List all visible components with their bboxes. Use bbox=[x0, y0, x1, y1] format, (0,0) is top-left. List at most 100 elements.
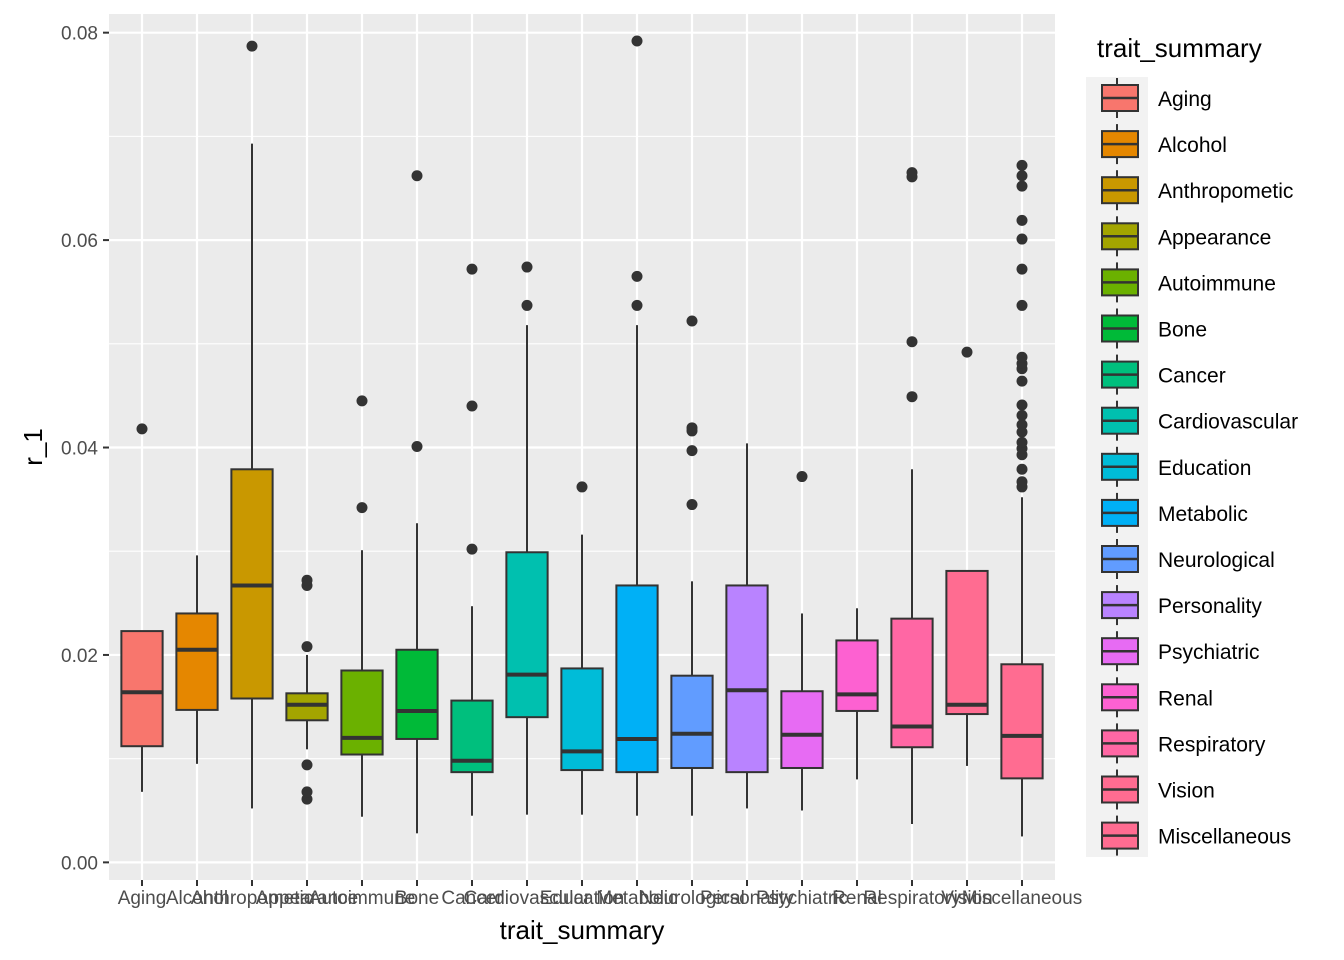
box-metabolic bbox=[615, 35, 659, 816]
box-body bbox=[285, 692, 329, 722]
outlier-point bbox=[521, 261, 533, 273]
outlier-point bbox=[1016, 409, 1028, 421]
box-appearance bbox=[285, 574, 329, 805]
legend-item-autoimmune: Autoimmune bbox=[1101, 262, 1276, 303]
outlier-point bbox=[1016, 351, 1028, 363]
outlier-point bbox=[1016, 399, 1028, 411]
outlier-point bbox=[1016, 419, 1028, 431]
outlier-point bbox=[906, 336, 918, 348]
outlier-point bbox=[631, 270, 643, 282]
box-vision bbox=[945, 346, 989, 766]
x-tick-label: Personality bbox=[700, 888, 794, 909]
outlier-point bbox=[466, 400, 478, 412]
box-respiratory bbox=[890, 167, 934, 824]
x-axis: Aging AlcoholAnthropometicAppearanceAutoi… bbox=[118, 880, 1082, 909]
x-tick-label: Cancer bbox=[441, 888, 503, 909]
legend-label: Psychiatric bbox=[1158, 641, 1260, 664]
box-cardiovascular bbox=[505, 261, 549, 815]
box-body bbox=[1000, 663, 1044, 780]
x-tick-label: Aging bbox=[118, 888, 167, 909]
box-cancer bbox=[450, 263, 494, 816]
box-body bbox=[175, 612, 219, 711]
outlier-point bbox=[796, 471, 808, 483]
x-tick-label: Anthropometic bbox=[191, 888, 314, 909]
box-body bbox=[395, 648, 439, 740]
y-tick-label: 0.06 bbox=[61, 231, 98, 252]
box-body bbox=[670, 674, 714, 769]
x-tick-label: Neurological bbox=[639, 888, 745, 909]
box-body bbox=[615, 584, 659, 774]
outlier-point bbox=[411, 440, 423, 452]
legend-label: Aging bbox=[1158, 88, 1212, 111]
legend-item-anthropometic: Anthropometic bbox=[1101, 170, 1293, 211]
x-tick-label: Renal bbox=[832, 888, 882, 909]
outlier-point bbox=[1016, 214, 1028, 226]
outlier-point bbox=[356, 502, 368, 514]
legend-label: Cardiovascular bbox=[1158, 411, 1298, 434]
legend-label: Bone bbox=[1158, 319, 1207, 342]
legend-item-education: Education bbox=[1101, 446, 1251, 487]
x-tick-label: Vision bbox=[941, 888, 992, 909]
legend-item-bone: Bone bbox=[1101, 308, 1207, 349]
legend: trait_summary Aging Alcohol Anthropometic A… bbox=[1086, 33, 1298, 857]
y-axis-title: r_1 bbox=[18, 428, 48, 466]
x-tick-label: Appearance bbox=[256, 888, 358, 909]
outlier-point bbox=[136, 423, 148, 435]
x-tick-label: Cardiovascular bbox=[464, 888, 591, 909]
outlier-point bbox=[1016, 263, 1028, 275]
y-tick-label: 0.02 bbox=[61, 646, 98, 667]
x-tick-label: Autoimmune bbox=[309, 888, 416, 909]
outlier-point bbox=[906, 167, 918, 179]
legend-item-alcohol: Alcohol bbox=[1101, 124, 1227, 165]
outlier-point bbox=[906, 391, 918, 403]
legend-label: Personality bbox=[1158, 595, 1262, 618]
box-aging bbox=[120, 423, 164, 792]
outlier-point bbox=[631, 35, 643, 47]
legend-item-personality: Personality bbox=[1101, 585, 1262, 626]
box-neurological bbox=[670, 315, 714, 816]
x-tick-label: Alcohol bbox=[166, 888, 228, 909]
outlier-point bbox=[1016, 463, 1028, 475]
outlier-point bbox=[686, 422, 698, 434]
outlier-point bbox=[301, 641, 313, 653]
outlier-point bbox=[686, 499, 698, 511]
y-tick-label: 0.04 bbox=[61, 439, 98, 460]
outlier-point bbox=[1016, 375, 1028, 387]
outlier-point bbox=[466, 543, 478, 555]
legend-label: Vision bbox=[1158, 780, 1215, 803]
box-body bbox=[120, 630, 164, 748]
legend-label: Appearance bbox=[1158, 226, 1271, 249]
legend-item-respiratory: Respiratory bbox=[1101, 723, 1266, 764]
box-body bbox=[505, 551, 549, 719]
legend-label: Miscellaneous bbox=[1158, 826, 1291, 849]
y-tick-label: 0.08 bbox=[61, 24, 98, 45]
x-tick-label: Miscellaneous bbox=[962, 888, 1082, 909]
legend-label: Neurological bbox=[1158, 549, 1275, 572]
box-psychiatric bbox=[780, 471, 824, 811]
legend-label: Renal bbox=[1158, 687, 1213, 710]
outlier-point bbox=[576, 481, 588, 493]
outlier-point bbox=[1016, 180, 1028, 192]
legend-item-cancer: Cancer bbox=[1101, 354, 1226, 395]
legend-item-metabolic: Metabolic bbox=[1101, 492, 1248, 533]
outlier-point bbox=[301, 574, 313, 586]
box-body bbox=[725, 584, 769, 774]
outlier-point bbox=[1016, 170, 1028, 182]
legend-item-aging: Aging bbox=[1101, 78, 1212, 118]
outlier-point bbox=[246, 40, 258, 52]
box-miscellaneous bbox=[1000, 159, 1044, 837]
box-education bbox=[560, 481, 604, 815]
legend-label: Anthropometic bbox=[1158, 180, 1293, 203]
outlier-point bbox=[961, 346, 973, 358]
legend-label: Alcohol bbox=[1158, 134, 1227, 157]
legend-item-appearance: Appearance bbox=[1101, 216, 1271, 257]
outlier-point bbox=[686, 315, 698, 327]
box-body bbox=[340, 669, 384, 756]
outlier-point bbox=[1016, 233, 1028, 245]
y-tick-label: 0.00 bbox=[61, 853, 98, 874]
box-personality bbox=[725, 443, 769, 809]
legend-item-renal: Renal bbox=[1101, 677, 1213, 718]
outlier-point bbox=[301, 759, 313, 771]
outlier-point bbox=[1016, 476, 1028, 488]
outlier-point bbox=[686, 445, 698, 457]
